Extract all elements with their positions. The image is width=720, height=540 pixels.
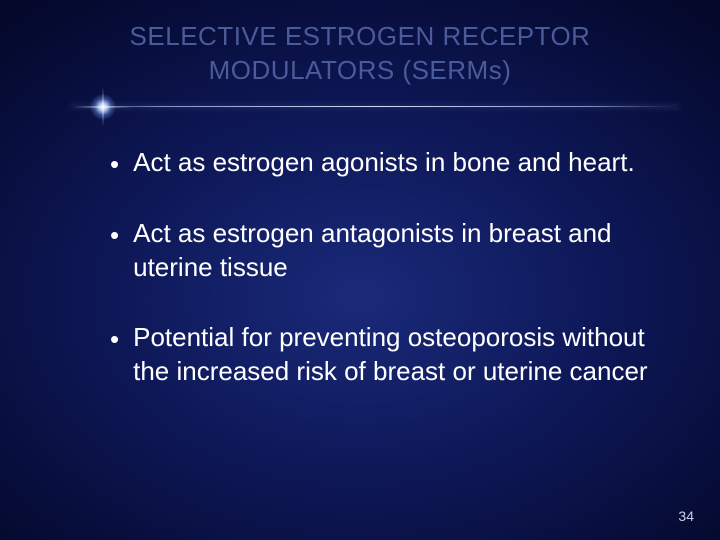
bullet-icon: •	[110, 219, 119, 253]
content-area: • Act as estrogen agonists in bone and h…	[0, 118, 720, 389]
bullet-icon: •	[110, 323, 119, 357]
title-line-1: SELECTIVE ESTROGEN RECEPTOR	[130, 21, 591, 51]
title-underline-wrap	[0, 98, 720, 118]
bullet-text: Potential for preventing osteoporosis wi…	[133, 321, 650, 389]
bullet-text: Act as estrogen antagonists in breast an…	[133, 217, 650, 285]
list-item: • Potential for preventing osteoporosis …	[110, 321, 650, 389]
bullet-text: Act as estrogen agonists in bone and hea…	[133, 146, 650, 180]
slide: SELECTIVE ESTROGEN RECEPTOR MODULATORS (…	[0, 0, 720, 540]
title-area: SELECTIVE ESTROGEN RECEPTOR MODULATORS (…	[0, 0, 720, 118]
page-number: 34	[678, 508, 694, 524]
title-line-2: MODULATORS (SERMs)	[209, 55, 512, 85]
bullet-icon: •	[110, 148, 119, 182]
slide-title: SELECTIVE ESTROGEN RECEPTOR MODULATORS (…	[0, 20, 720, 88]
title-underline	[70, 106, 680, 107]
lens-flare-icon	[90, 94, 116, 120]
list-item: • Act as estrogen agonists in bone and h…	[110, 146, 650, 182]
list-item: • Act as estrogen antagonists in breast …	[110, 217, 650, 285]
